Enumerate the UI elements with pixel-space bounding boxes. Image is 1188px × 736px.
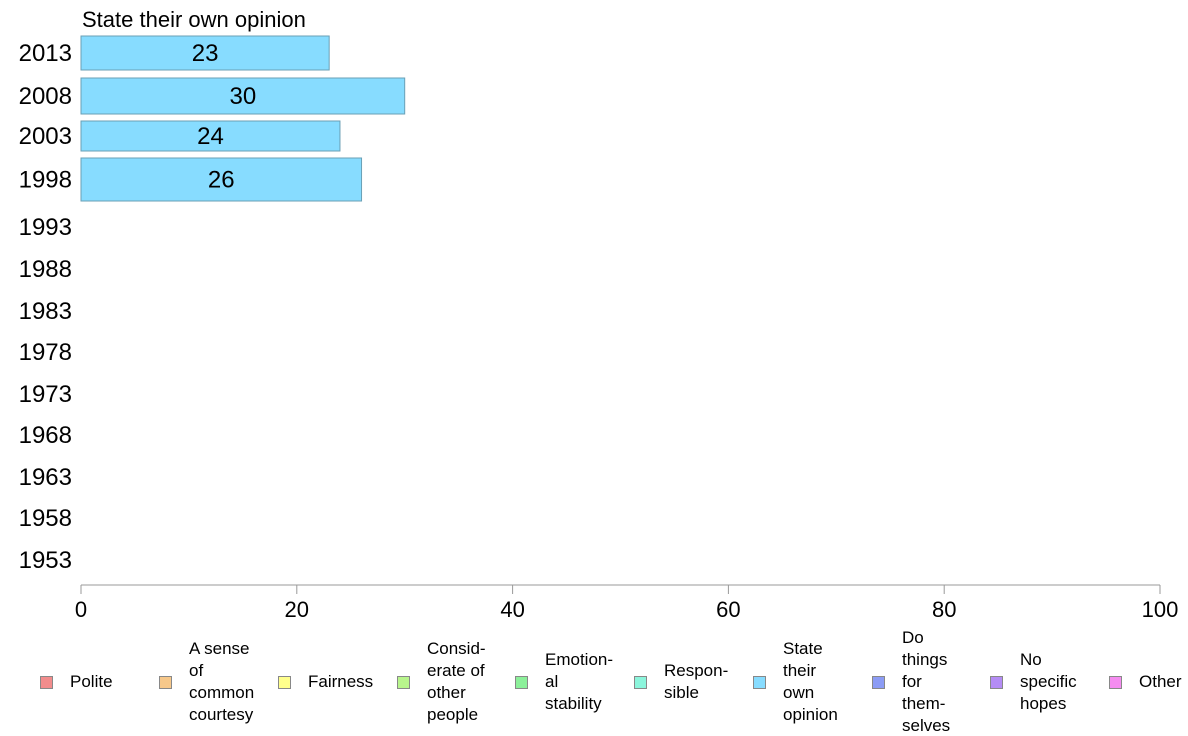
legend-label: Respon- sible bbox=[664, 661, 729, 702]
legend-label: Do things for them- selves bbox=[902, 628, 951, 735]
x-tick-label-40: 40 bbox=[500, 597, 524, 622]
bar-value-label-1998: 26 bbox=[208, 167, 235, 194]
year-label-1993: 1993 bbox=[19, 214, 72, 241]
x-axis: 0 20 40 60 80 100 bbox=[75, 584, 1179, 622]
legend-label: Other bbox=[1139, 672, 1182, 691]
legend-swatch bbox=[515, 675, 528, 689]
x-tick-label-80: 80 bbox=[932, 597, 956, 622]
legend-item: Polite bbox=[40, 628, 113, 736]
legend-swatch bbox=[397, 675, 410, 689]
year-label-1963: 1963 bbox=[19, 464, 72, 491]
legend: Polite A sense of common courtesy Fairness… bbox=[0, 628, 1188, 736]
legend-item: Fairness bbox=[278, 628, 373, 736]
bar-2013 bbox=[80, 35, 330, 71]
legend-item: Do things for them- selves bbox=[872, 628, 950, 736]
year-label-2008: 2008 bbox=[19, 83, 72, 110]
legend-label: Polite bbox=[70, 672, 113, 691]
year-label-1983: 1983 bbox=[19, 298, 72, 325]
legend-label: A sense of common courtesy bbox=[189, 639, 255, 724]
year-label-1958: 1958 bbox=[19, 505, 72, 532]
chart-title: State their own opinion bbox=[82, 7, 306, 32]
legend-swatch bbox=[159, 675, 172, 689]
year-label-1953: 1953 bbox=[19, 547, 72, 574]
legend-label: Consid- erate of other people bbox=[427, 639, 486, 724]
year-labels: 2013 2008 2003 1998 1993 1988 1983 1978 1973 1968… bbox=[19, 40, 72, 574]
legend-label: No specific hopes bbox=[1020, 650, 1077, 713]
legend-swatch bbox=[1109, 675, 1122, 689]
legend-label: Emotion- al stability bbox=[545, 650, 614, 713]
x-tick-label-0: 0 bbox=[75, 597, 87, 622]
legend-item: A sense of common courtesy bbox=[159, 628, 254, 736]
year-label-1978: 1978 bbox=[19, 339, 72, 366]
legend-swatch bbox=[872, 675, 885, 689]
legend-item: Consid- erate of other people bbox=[397, 628, 486, 736]
bar-2008 bbox=[80, 77, 406, 115]
bar-value-label-2008: 30 bbox=[229, 83, 256, 110]
year-label-1968: 1968 bbox=[19, 422, 72, 449]
bar-1998 bbox=[80, 157, 363, 202]
x-tick-label-60: 60 bbox=[716, 597, 740, 622]
legend-swatch bbox=[278, 675, 291, 689]
legend-label: Fairness bbox=[308, 672, 374, 691]
legend-swatch bbox=[753, 675, 766, 689]
legend-item: No specific hopes bbox=[990, 628, 1077, 736]
bar-value-label-2003: 24 bbox=[197, 123, 224, 150]
year-label-1998: 1998 bbox=[19, 167, 72, 194]
year-label-2013: 2013 bbox=[19, 40, 72, 67]
legend-swatch bbox=[40, 675, 53, 689]
legend-swatch bbox=[634, 675, 647, 689]
legend-swatch bbox=[990, 675, 1003, 689]
legend-label: State their own opinion bbox=[783, 639, 838, 724]
bar-value-label-2013: 23 bbox=[192, 40, 219, 67]
legend-item: Other bbox=[1109, 628, 1182, 736]
year-label-2003: 2003 bbox=[19, 123, 72, 150]
x-tick-label-100: 100 bbox=[1142, 597, 1179, 622]
legend-item: Emotion- al stability bbox=[515, 628, 613, 736]
legend-item: State their own opinion bbox=[753, 628, 838, 736]
year-label-1973: 1973 bbox=[19, 381, 72, 408]
legend-item: Respon- sible bbox=[634, 628, 728, 736]
bar-2003 bbox=[80, 120, 341, 152]
year-label-1988: 1988 bbox=[19, 256, 72, 283]
x-tick-label-20: 20 bbox=[285, 597, 309, 622]
